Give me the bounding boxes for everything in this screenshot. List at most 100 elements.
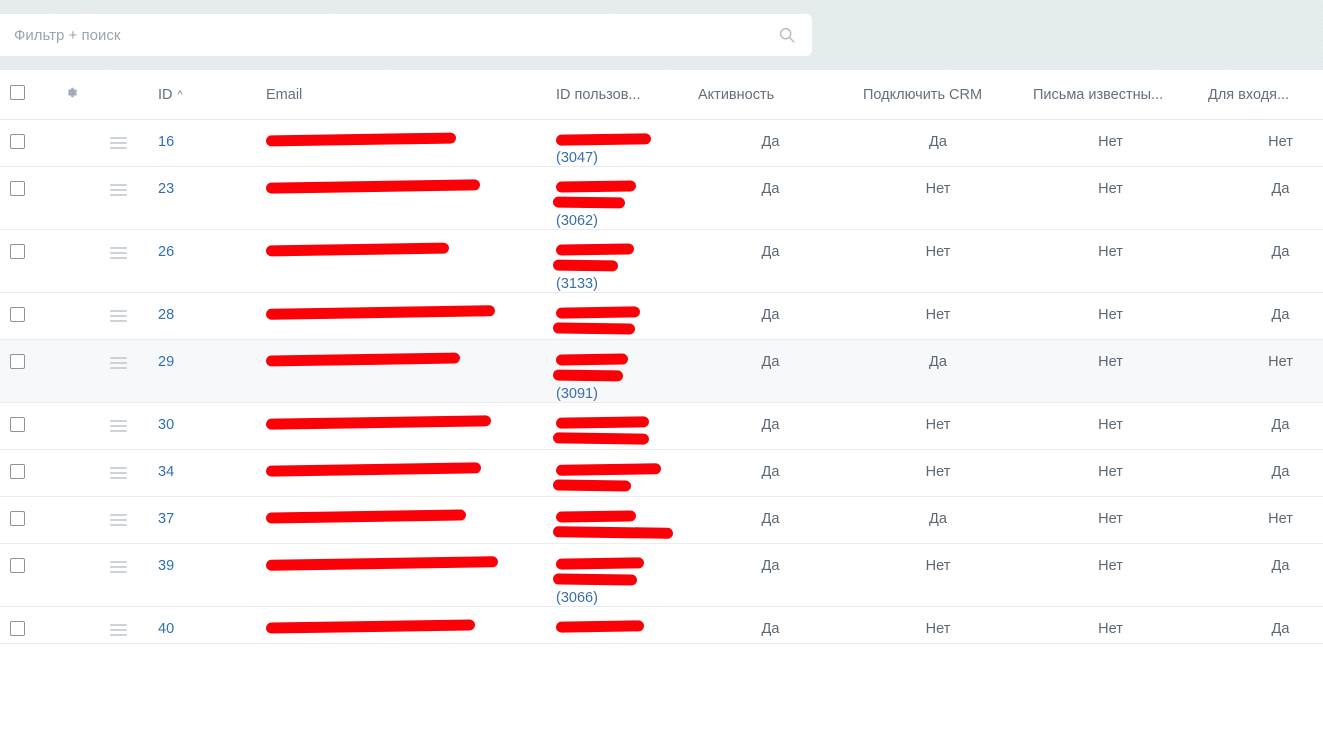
row-select-cell[interactable]	[0, 292, 54, 340]
table-row[interactable]: 16(3047)ДаДаНетНетНет	[0, 119, 1323, 167]
redaction-stroke	[555, 510, 637, 523]
row-id-link[interactable]: 16	[158, 134, 175, 150]
table-row[interactable]: 26(3133)ДаНетНетДаДа	[0, 229, 1323, 293]
row-checkbox[interactable]	[10, 307, 25, 322]
row-checkbox[interactable]	[10, 244, 25, 259]
drag-handle-icon[interactable]	[110, 181, 127, 199]
redaction-stroke	[265, 619, 476, 634]
row-select-cell[interactable]	[0, 449, 54, 497]
search-field-container[interactable]	[0, 14, 812, 56]
row-id-link[interactable]: 34	[158, 464, 175, 480]
row-select-cell[interactable]	[0, 402, 54, 450]
users-table: ID ^ Email ID пользов... Активность Подкл…	[0, 70, 1323, 644]
row-handle-cell[interactable]	[100, 606, 148, 644]
row-handle-cell[interactable]	[100, 402, 148, 450]
cell-id[interactable]: 28	[148, 292, 256, 340]
row-handle-cell[interactable]	[100, 166, 148, 230]
header-known-letters[interactable]: Письма известны...	[1023, 70, 1198, 120]
table-row[interactable]: 40ДаНетНетДаДа	[0, 606, 1323, 644]
drag-handle-icon[interactable]	[110, 134, 127, 152]
drag-handle-icon[interactable]	[110, 307, 127, 325]
row-checkbox[interactable]	[10, 181, 25, 196]
table-row[interactable]: 39(3066)ДаНетНетДаДа	[0, 543, 1323, 607]
drag-handle-icon[interactable]	[110, 464, 127, 482]
table-row[interactable]: 30ДаНетНетДаДа	[0, 402, 1323, 450]
table-row[interactable]: 23(3062)ДаНетНетДаДа	[0, 166, 1323, 230]
header-select-all[interactable]	[0, 70, 54, 120]
header-id[interactable]: ID ^	[148, 70, 256, 120]
drag-handle-icon[interactable]	[110, 511, 127, 529]
cell-activity: Да	[688, 292, 853, 340]
cell-id[interactable]: 40	[148, 606, 256, 644]
row-handle-cell[interactable]	[100, 543, 148, 607]
row-checkbox[interactable]	[10, 464, 25, 479]
cell-activity: Да	[688, 229, 853, 293]
cell-id[interactable]: 16	[148, 119, 256, 167]
row-select-cell[interactable]	[0, 543, 54, 607]
row-id-link[interactable]: 26	[158, 244, 175, 260]
redaction-marks	[265, 415, 536, 430]
row-checkbox[interactable]	[10, 134, 25, 149]
cell-id[interactable]: 23	[148, 166, 256, 230]
row-checkbox[interactable]	[10, 354, 25, 369]
row-select-cell[interactable]	[0, 119, 54, 167]
cell-id[interactable]: 37	[148, 496, 256, 544]
header-row: ID ^ Email ID пользов... Активность Подкл…	[0, 70, 1323, 120]
search-input[interactable]	[0, 14, 812, 56]
row-select-cell[interactable]	[0, 606, 54, 644]
cell-id[interactable]: 34	[148, 449, 256, 497]
row-handle-cell[interactable]	[100, 339, 148, 403]
table-row[interactable]: 37ДаДаНетНетНет	[0, 496, 1323, 544]
row-handle-cell[interactable]	[100, 229, 148, 293]
redaction-marks	[265, 619, 536, 634]
user-id-number: (3066)	[556, 590, 598, 606]
cell-id[interactable]: 26	[148, 229, 256, 293]
header-for-incoming[interactable]: Для входя...	[1198, 70, 1323, 120]
drag-handle-icon[interactable]	[110, 354, 127, 372]
cell-connect-crm: Нет	[853, 449, 1023, 497]
row-handle-cell[interactable]	[100, 496, 148, 544]
redaction-stroke	[265, 305, 496, 320]
row-handle-cell[interactable]	[100, 292, 148, 340]
redaction-stroke	[552, 259, 619, 272]
row-select-cell[interactable]	[0, 166, 54, 230]
drag-handle-icon[interactable]	[110, 244, 127, 262]
drag-handle-icon[interactable]	[110, 558, 127, 576]
row-id-link[interactable]: 29	[158, 354, 175, 370]
header-email[interactable]: Email	[256, 70, 546, 120]
redaction-marks	[552, 306, 678, 335]
table-row[interactable]: 34ДаНетНетДаДа	[0, 449, 1323, 497]
row-select-cell[interactable]	[0, 229, 54, 293]
row-id-link[interactable]: 30	[158, 417, 175, 433]
table-row[interactable]: 28ДаНетНетДаДа	[0, 292, 1323, 340]
gear-icon[interactable]	[64, 85, 79, 100]
cell-id[interactable]: 39	[148, 543, 256, 607]
row-id-link[interactable]: 23	[158, 181, 175, 197]
data-table-container[interactable]: ID ^ Email ID пользов... Активность Подкл…	[0, 70, 1323, 741]
drag-handle-icon[interactable]	[110, 417, 127, 435]
row-id-link[interactable]: 37	[158, 511, 175, 527]
header-user-id[interactable]: ID пользов...	[546, 70, 688, 120]
select-all-checkbox[interactable]	[10, 85, 25, 100]
cell-id[interactable]: 30	[148, 402, 256, 450]
header-activity[interactable]: Активность	[688, 70, 853, 120]
cell-id[interactable]: 29	[148, 339, 256, 403]
row-select-cell[interactable]	[0, 496, 54, 544]
row-checkbox[interactable]	[10, 417, 25, 432]
row-id-link[interactable]: 39	[158, 558, 175, 574]
redaction-marks	[265, 132, 536, 147]
row-id-link[interactable]: 40	[158, 621, 175, 637]
drag-handle-icon[interactable]	[110, 621, 127, 639]
header-column-settings[interactable]	[54, 70, 100, 120]
row-checkbox[interactable]	[10, 558, 25, 573]
table-row[interactable]: 29(3091)ДаДаНетНетНет	[0, 339, 1323, 403]
row-handle-cell[interactable]	[100, 119, 148, 167]
row-handle-cell[interactable]	[100, 449, 148, 497]
header-connect-crm[interactable]: Подключить CRM	[853, 70, 1023, 120]
row-id-link[interactable]: 28	[158, 307, 175, 323]
row-checkbox[interactable]	[10, 511, 25, 526]
row-checkbox[interactable]	[10, 621, 25, 636]
row-select-cell[interactable]	[0, 339, 54, 403]
cell-email	[256, 606, 546, 644]
